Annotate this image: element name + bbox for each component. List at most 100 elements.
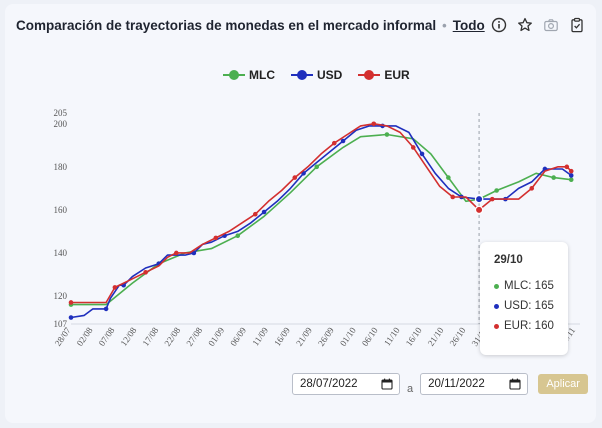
clipboard-icon[interactable] <box>568 16 586 34</box>
data-point-eur <box>529 186 535 191</box>
chart-title-text: Comparación de trayectorias de monedas e… <box>16 18 437 33</box>
title-separator: • <box>442 18 447 33</box>
end-date-value: 20/11/2022 <box>428 378 485 390</box>
x-tick-label: 26/09 <box>316 325 336 348</box>
chart-legend: MLC USD EUR <box>223 68 410 82</box>
start-date-value: 28/07/2022 <box>300 378 358 390</box>
data-point-mlc <box>446 175 451 180</box>
x-tick-label: 02/08 <box>75 325 95 348</box>
x-tick-label: 21/09 <box>294 325 314 348</box>
x-tick-label: 26/10 <box>448 325 468 348</box>
tooltip-row: USD: 165 <box>494 296 568 316</box>
data-point-eur <box>213 235 219 241</box>
data-point-eur <box>564 164 570 170</box>
x-tick-label: 12/08 <box>118 325 138 348</box>
legend-label: USD <box>317 68 343 82</box>
series-line-eur <box>71 123 572 304</box>
x-tick-label: 22/08 <box>162 325 182 348</box>
start-date-input[interactable]: 28/07/2022 <box>292 373 400 395</box>
data-point-mlc <box>235 233 241 239</box>
tooltip-value: EUR: 160 <box>504 320 554 332</box>
x-tick-label: 16/10 <box>404 325 424 348</box>
data-point-mlc <box>494 188 499 193</box>
y-tick-label: 107 <box>54 319 68 329</box>
apply-button[interactable]: Aplicar <box>538 374 589 394</box>
legend-marker <box>358 70 381 80</box>
x-tick-label: 27/08 <box>184 325 204 348</box>
star-icon[interactable] <box>516 16 534 34</box>
data-point-usd <box>340 138 346 144</box>
y-tick-label: 160 <box>54 205 68 215</box>
data-point-eur <box>450 194 456 200</box>
info-icon[interactable] <box>490 16 508 34</box>
period-selector[interactable]: Todo <box>452 18 485 33</box>
x-tick-label: 06/09 <box>228 325 248 348</box>
data-point-eur <box>371 121 377 127</box>
card-header: Comparación de trayectorias de monedas e… <box>16 16 586 40</box>
legend-marker <box>291 70 313 80</box>
header-icons <box>490 16 586 34</box>
data-point-eur <box>568 168 574 174</box>
range-connector: a <box>407 383 414 395</box>
x-tick-label: 16/09 <box>272 325 292 348</box>
data-point-eur <box>331 140 337 146</box>
y-tick-label: 180 <box>54 162 68 172</box>
data-point-eur <box>489 196 495 202</box>
data-point-eur <box>410 145 416 150</box>
tooltip-date: 29/10 <box>494 254 523 266</box>
calendar-icon[interactable] <box>509 378 521 390</box>
data-point-usd <box>261 209 267 215</box>
data-point-eur <box>143 270 148 275</box>
tooltip-value: USD: 165 <box>504 300 554 312</box>
data-point-usd <box>103 306 109 312</box>
chart-title: Comparación de trayectorias de monedas e… <box>16 18 485 33</box>
data-point-eur <box>112 285 118 290</box>
data-point-eur <box>252 211 258 217</box>
data-point-usd <box>419 151 425 157</box>
highlight-point-usd <box>474 194 484 204</box>
chart-card: Comparación de trayectorias de monedas e… <box>5 4 596 423</box>
camera-icon[interactable] <box>542 16 560 34</box>
tooltip-row: MLC: 165 <box>494 276 568 296</box>
data-point-mlc <box>568 177 574 183</box>
legend-item-eur[interactable]: EUR <box>358 68 410 82</box>
tooltip-dot <box>494 283 499 289</box>
legend-item-usd[interactable]: USD <box>291 68 342 82</box>
tooltip-row: EUR: 160 <box>494 316 568 336</box>
y-tick-label: 205 <box>54 108 68 118</box>
legend-item-mlc[interactable]: MLC <box>223 68 275 82</box>
chart-tooltip: 29/10 MLC: 165 USD: 165 EUR: 160 <box>480 242 568 355</box>
x-tick-label: 17/08 <box>140 325 160 348</box>
data-point-usd <box>568 173 574 178</box>
data-point-mlc <box>314 164 320 170</box>
calendar-icon[interactable] <box>381 378 393 390</box>
data-point-usd <box>68 315 74 320</box>
tooltip-dot <box>494 323 499 329</box>
legend-marker <box>223 70 245 80</box>
y-tick-label: 140 <box>54 248 68 258</box>
tooltip-dot <box>494 303 499 309</box>
x-tick-label: 11/10 <box>382 325 402 348</box>
series-line-mlc <box>71 133 572 306</box>
x-tick-label: 01/09 <box>206 325 226 348</box>
data-point-mlc <box>384 132 390 137</box>
chart-area: MLC USD EUR 107 120 140 160 180 200 205 28/07 02/0… <box>5 4 596 423</box>
tooltip-value: MLC: 165 <box>504 280 554 292</box>
data-point-eur <box>292 175 298 180</box>
data-point-eur <box>68 300 74 305</box>
highlight-point-eur <box>474 205 484 215</box>
date-range-controls: 28/07/2022 a 20/11/2022 Aplicar <box>292 373 589 395</box>
legend-label: MLC <box>249 68 275 82</box>
y-tick-label: 200 <box>54 119 68 129</box>
x-tick-label: 06/10 <box>360 325 380 348</box>
legend-label: EUR <box>384 68 410 82</box>
data-point-eur <box>174 250 179 256</box>
x-tick-label: 01/10 <box>338 325 358 348</box>
data-point-usd <box>191 250 197 256</box>
data-point-mlc <box>551 175 556 180</box>
x-tick-label: 21/10 <box>426 325 446 348</box>
x-tick-label: 07/08 <box>97 325 117 348</box>
end-date-input[interactable]: 20/11/2022 <box>420 373 529 395</box>
x-tick-label: 11/09 <box>250 325 270 348</box>
